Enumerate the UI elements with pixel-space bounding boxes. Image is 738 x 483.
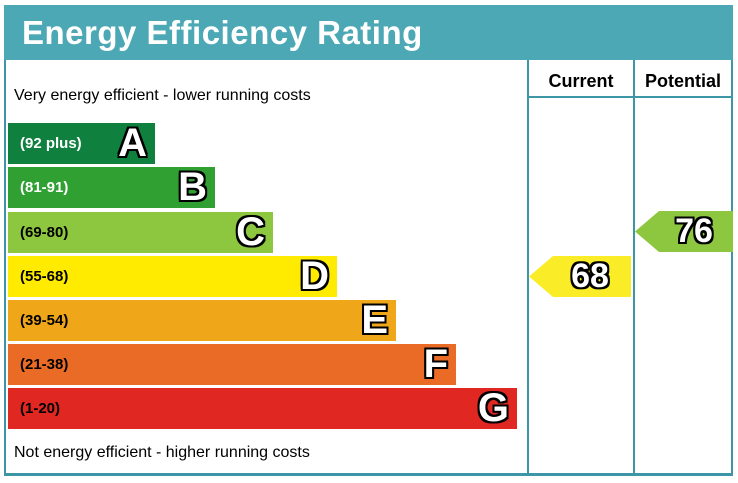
band-bar-c: (69-80) C [8, 210, 273, 254]
band-row-b: (81-91) B [8, 165, 215, 209]
header-underline [527, 96, 733, 98]
page-title: Energy Efficiency Rating [22, 14, 423, 51]
bottom-caption: Not energy efficient - higher running co… [14, 444, 310, 461]
band-range-label: (92 plus) [20, 135, 82, 152]
band-range-label: (1-20) [20, 400, 61, 417]
title-banner: Energy Efficiency Rating [4, 5, 733, 60]
band-letter: E [361, 298, 388, 342]
band-bar-f: (21-38) F [8, 342, 456, 386]
band-row-d: (55-68) D [8, 254, 337, 298]
potential-column-left-border [633, 60, 635, 473]
current-rating-value: 68 [571, 257, 609, 295]
band-bar-b: (81-91) B [8, 165, 215, 209]
frame-left-border [4, 60, 6, 476]
band-row-c: (69-80) C [8, 210, 273, 254]
current-column-left-border [527, 60, 529, 473]
current-rating-arrow: 68 [529, 256, 631, 297]
band-letter: F [423, 342, 448, 386]
band-range-label: (55-68) [20, 268, 69, 285]
band-bar-e: (39-54) E [8, 298, 396, 342]
top-caption: Very energy efficient - lower running co… [14, 87, 311, 104]
band-letter: D [300, 254, 329, 298]
band-range-label: (21-38) [20, 356, 69, 373]
band-bar-d: (55-68) D [8, 254, 337, 298]
frame-right-border [731, 60, 733, 473]
band-row-e: (39-54) E [8, 298, 396, 342]
band-letter: B [178, 165, 207, 209]
frame-bottom-border [4, 473, 733, 476]
band-bar-a: (92 plus) A [8, 121, 155, 165]
band-row-a: (92 plus) A [8, 121, 155, 165]
band-bar-g: (1-20) G [8, 386, 517, 430]
band-letter: C [236, 210, 265, 254]
band-letter: G [477, 386, 509, 430]
band-row-g: (1-20) G [8, 386, 517, 430]
band-letter: A [118, 121, 147, 165]
potential-rating-value: 76 [675, 212, 713, 250]
current-column-header: Current [548, 71, 614, 91]
potential-column-header: Potential [644, 71, 721, 91]
band-range-label: (39-54) [20, 312, 69, 329]
band-range-label: (69-80) [20, 224, 69, 241]
potential-rating-arrow: 76 [635, 211, 733, 252]
band-range-label: (81-91) [20, 179, 69, 196]
band-row-f: (21-38) F [8, 342, 456, 386]
